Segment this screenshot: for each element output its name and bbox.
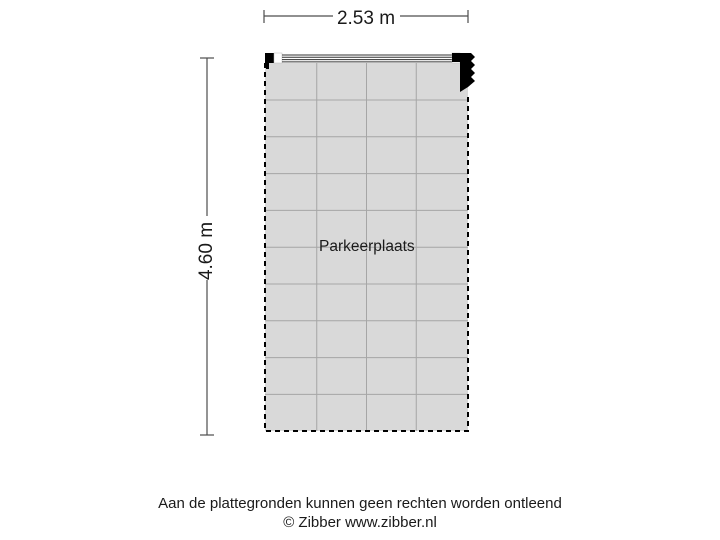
- svg-text:4.60 m: 4.60 m: [196, 222, 217, 280]
- svg-text:Parkeerplaats: Parkeerplaats: [319, 238, 415, 255]
- svg-text:2.53 m: 2.53 m: [337, 8, 395, 29]
